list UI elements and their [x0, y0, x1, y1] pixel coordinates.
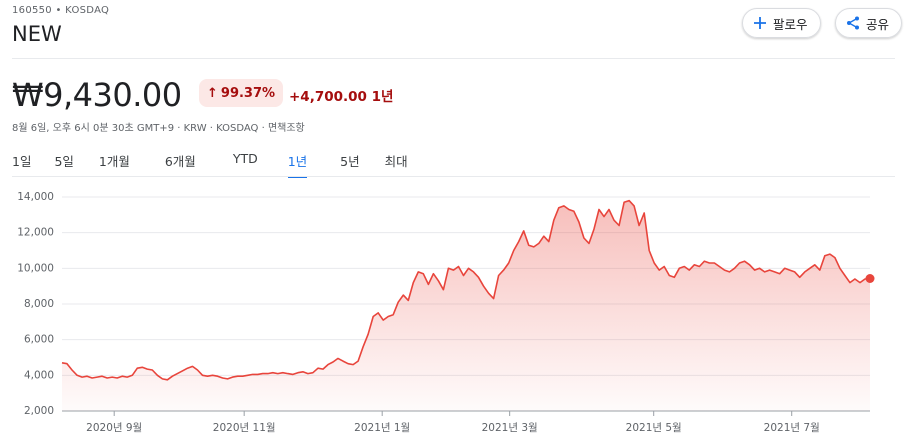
- range-tab[interactable]: 최대: [384, 154, 408, 169]
- share-button[interactable]: 공유: [835, 8, 903, 38]
- range-tab[interactable]: 1개월: [98, 154, 130, 169]
- range-tab[interactable]: 1일: [12, 154, 32, 169]
- share-icon: [847, 16, 859, 30]
- range-tab[interactable]: YTD: [232, 151, 258, 166]
- chart: 2,000 4,000 6,000 8,000 10,000 12,000 14,000 20…: [17, 191, 875, 434]
- y-tick-label: 4,000: [24, 369, 54, 381]
- meta: 8월 6일, 오후 6시 0분 30초 GMT+9 · KRW · KOSDAQ…: [12, 123, 305, 134]
- y-tick-label: 2,000: [24, 405, 54, 417]
- divider: [12, 176, 895, 177]
- change-pct: 99.37%: [220, 85, 276, 101]
- price-line: [61, 199, 871, 381]
- y-tick-label: 8,000: [24, 298, 54, 310]
- y-tick-label: 6,000: [24, 334, 54, 346]
- y-tick-label: 14,000: [17, 191, 54, 203]
- x-tick-label: 2021년 5월: [626, 422, 682, 434]
- ticker: 160550 • KOSDAQ: [12, 5, 110, 16]
- x-tick-label: 2020년 9월: [86, 422, 142, 434]
- range-tab[interactable]: 5년: [340, 154, 360, 169]
- y-tick-label: 12,000: [17, 227, 54, 239]
- change-abs: +4,700.00: [289, 89, 367, 105]
- separator: [12, 58, 895, 59]
- follow-button[interactable]: 팔로우: [742, 8, 821, 38]
- x-tick-label: 2021년 1월: [354, 422, 410, 434]
- range-tab[interactable]: 1년: [287, 151, 308, 178]
- area-fill: [62, 200, 870, 411]
- up-arrow: ↑: [207, 85, 218, 101]
- plus-icon: [754, 17, 766, 29]
- range-tab[interactable]: 5일: [54, 154, 74, 169]
- change: +4,700.00 1년: [289, 85, 393, 105]
- range-tabs: 1일 5일 1개월 6개월 YTD 1년 5년 최대: [12, 151, 433, 178]
- x-tick-label: 2021년 3월: [482, 422, 538, 434]
- share-label: 공유: [866, 16, 890, 32]
- x-tick-label: 2020년 11월: [213, 422, 276, 434]
- stock-name: NEW: [12, 22, 62, 46]
- x-tick-label: 2021년 7월: [764, 422, 820, 434]
- y-tick-label: 10,000: [17, 262, 54, 274]
- last-point: [865, 273, 875, 283]
- follow-label: 팔로우: [773, 16, 808, 32]
- change-pill: ↑ 99.37%: [199, 79, 284, 107]
- range-tab[interactable]: 6개월: [164, 154, 196, 169]
- price: ₩9,430.00: [12, 76, 182, 114]
- change-period: 1년: [371, 89, 394, 105]
